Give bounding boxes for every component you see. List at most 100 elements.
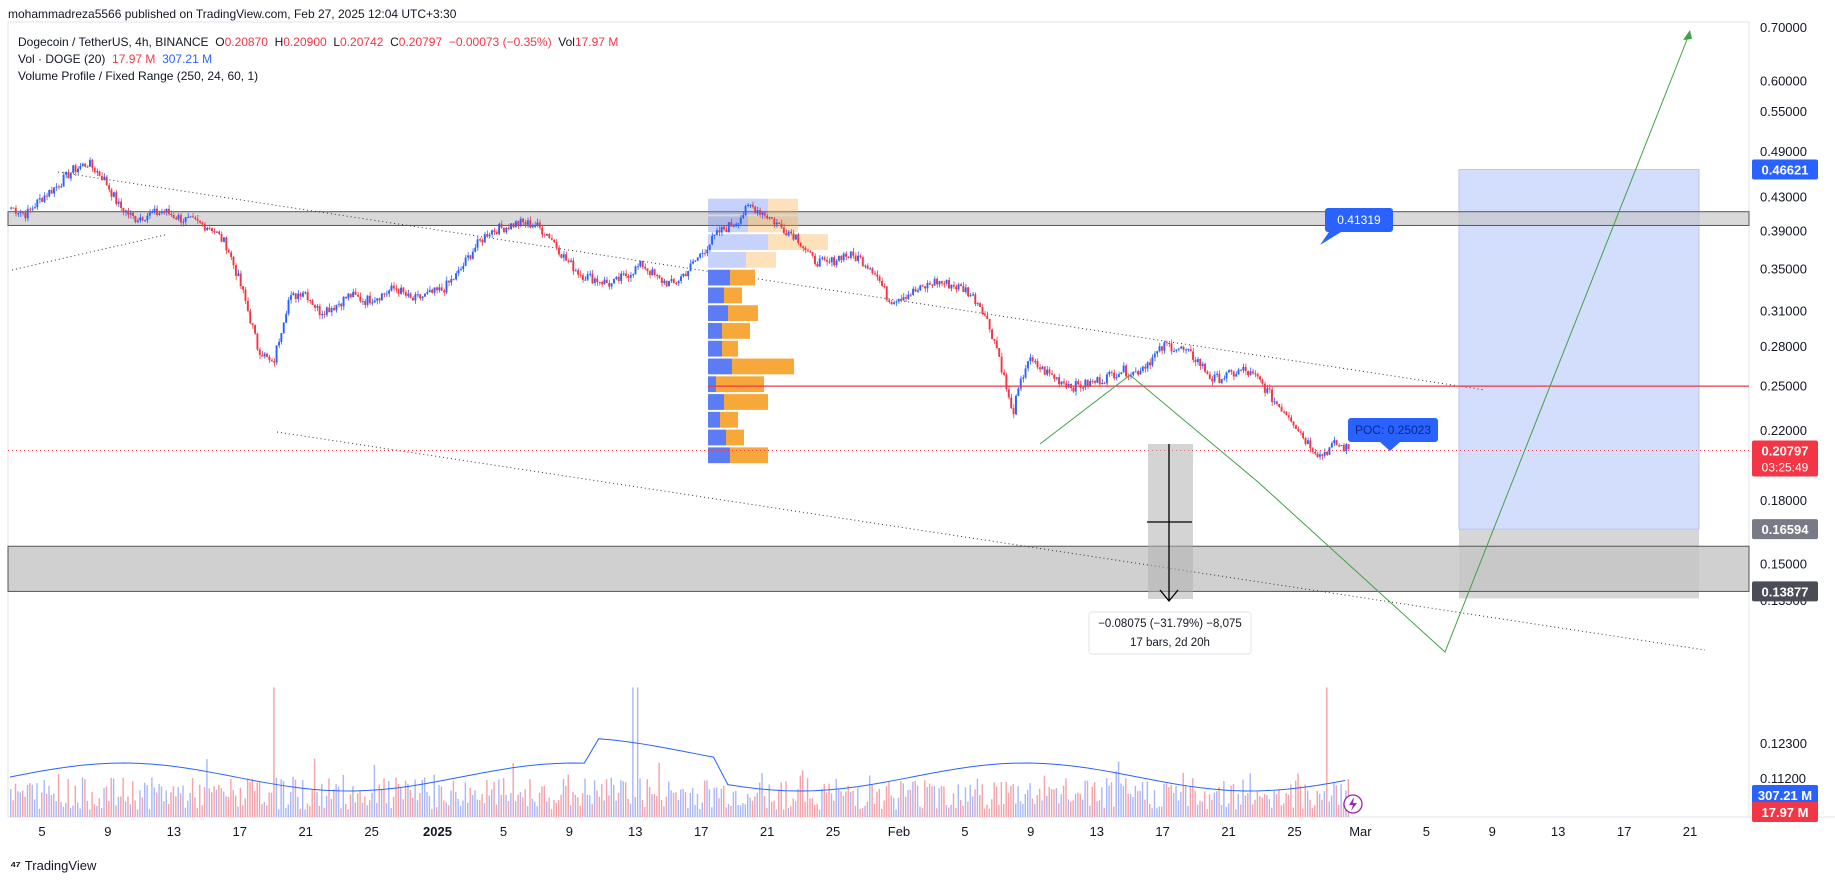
candle (419, 294, 422, 301)
poc-callout[interactable]: POC: 0.25023 (1348, 418, 1438, 451)
volume-bar (1038, 788, 1041, 817)
volume-bar (263, 801, 266, 817)
projection-path[interactable] (1039, 31, 1691, 653)
volume-bar (304, 809, 306, 817)
candle (1005, 372, 1008, 392)
candle (758, 207, 761, 218)
time-axis[interactable]: 5 9 13 17 21 25 2025 5 9 13 17 21 25 Feb 5 9 13 17 21 25 Mar… (38, 824, 1697, 839)
volume-legend-row[interactable]: Vol · DOGE (20) 17.97 M 307.21 M (18, 51, 618, 68)
volume-bar (91, 792, 93, 817)
volume-bar (1235, 809, 1237, 817)
candle (986, 311, 989, 320)
publisher-line: mohammadreza5566 published on TradingVie… (8, 7, 457, 21)
candle (787, 229, 790, 237)
vp-legend-row[interactable]: Volume Profile / Fixed Range (250, 24, 6… (18, 68, 618, 85)
candle (249, 308, 252, 325)
volume-bar (555, 802, 558, 817)
candle (215, 230, 218, 233)
volume-bar (500, 794, 502, 817)
candle (543, 232, 546, 238)
resistance-zone[interactable] (7, 211, 1750, 226)
measure-tool[interactable]: −0.08075 (−31.79%) −8,075 17 bars, 2d 20… (1088, 444, 1252, 655)
volume-bar (713, 787, 715, 817)
candle (1318, 450, 1321, 460)
candle (837, 255, 840, 263)
lightning-icon[interactable] (1343, 794, 1363, 814)
candle (1242, 363, 1245, 373)
candle (347, 293, 350, 301)
candle (1326, 451, 1328, 457)
candle (1299, 428, 1302, 436)
volume-bar (292, 776, 294, 817)
candle (445, 276, 448, 295)
volume-bar (17, 791, 19, 817)
volume-profile[interactable] (708, 198, 828, 464)
candle (1072, 385, 1075, 393)
volume-bar (1294, 780, 1297, 817)
support-zone[interactable] (7, 545, 1750, 592)
volume-bar (814, 804, 816, 817)
volume-bar (550, 809, 553, 817)
volume-bar (816, 803, 818, 817)
target-zone[interactable] (1458, 169, 1700, 530)
volume-bar (366, 805, 368, 817)
candle (206, 226, 209, 231)
volume-bar (96, 805, 98, 817)
volume-bar (1342, 803, 1345, 817)
volume-bar (634, 797, 636, 817)
volume-bar (1031, 798, 1034, 817)
price-axis[interactable]: 0.70000 0.60000 0.55000 0.49000 0.43000 0.390… (1760, 20, 1807, 786)
volume-bar (385, 803, 388, 817)
volume-bar (1239, 804, 1242, 817)
volume-bar (1290, 784, 1292, 817)
candle (388, 289, 390, 298)
volume-bar (562, 778, 565, 817)
target-box-group[interactable] (1458, 169, 1700, 599)
candle (1201, 361, 1204, 370)
candle (620, 271, 623, 285)
candle (282, 322, 285, 335)
candle (684, 270, 687, 277)
vp-row (708, 358, 794, 375)
volume-bar (610, 777, 613, 817)
volume-bar (581, 793, 584, 817)
brand[interactable]: ⁴⁷ TradingView (10, 858, 96, 873)
channel-upper-line[interactable] (57, 171, 1486, 391)
candle (1015, 394, 1017, 416)
price-callout-top[interactable]: 0.41319 (1320, 208, 1393, 245)
volume-bar (1237, 793, 1239, 817)
volume-bar (586, 794, 589, 817)
volume-bar (938, 788, 940, 817)
candle (428, 285, 431, 293)
volume-bar (541, 786, 543, 817)
candle (902, 293, 905, 301)
candle (146, 213, 149, 224)
symbol-legend-row[interactable]: Dogecoin / TetherUS, 4h, BINANCE O0.2087… (18, 34, 618, 51)
candle (378, 297, 381, 304)
candle (151, 209, 154, 214)
volume-bar (50, 795, 53, 817)
candle (19, 209, 22, 217)
channel-lower-line[interactable] (276, 431, 1706, 651)
candle (254, 324, 256, 335)
candle (601, 280, 603, 287)
candle (718, 226, 721, 237)
candle (1144, 363, 1147, 373)
volume-bar (213, 786, 215, 817)
volume-bar (754, 796, 756, 817)
trend-line-short[interactable] (11, 234, 166, 271)
volume-bar (1077, 792, 1079, 817)
volume-bar (1050, 789, 1053, 817)
volume-bar (869, 775, 871, 817)
candle (191, 213, 194, 218)
volume-bar (529, 779, 531, 817)
volume-bar (414, 779, 416, 817)
candle (340, 302, 343, 311)
volume-bar (117, 796, 120, 817)
candle (373, 296, 376, 303)
candle (1017, 386, 1020, 397)
candle (957, 282, 960, 292)
open-value: 0.20870 (224, 35, 268, 49)
volume-bar (687, 807, 689, 817)
